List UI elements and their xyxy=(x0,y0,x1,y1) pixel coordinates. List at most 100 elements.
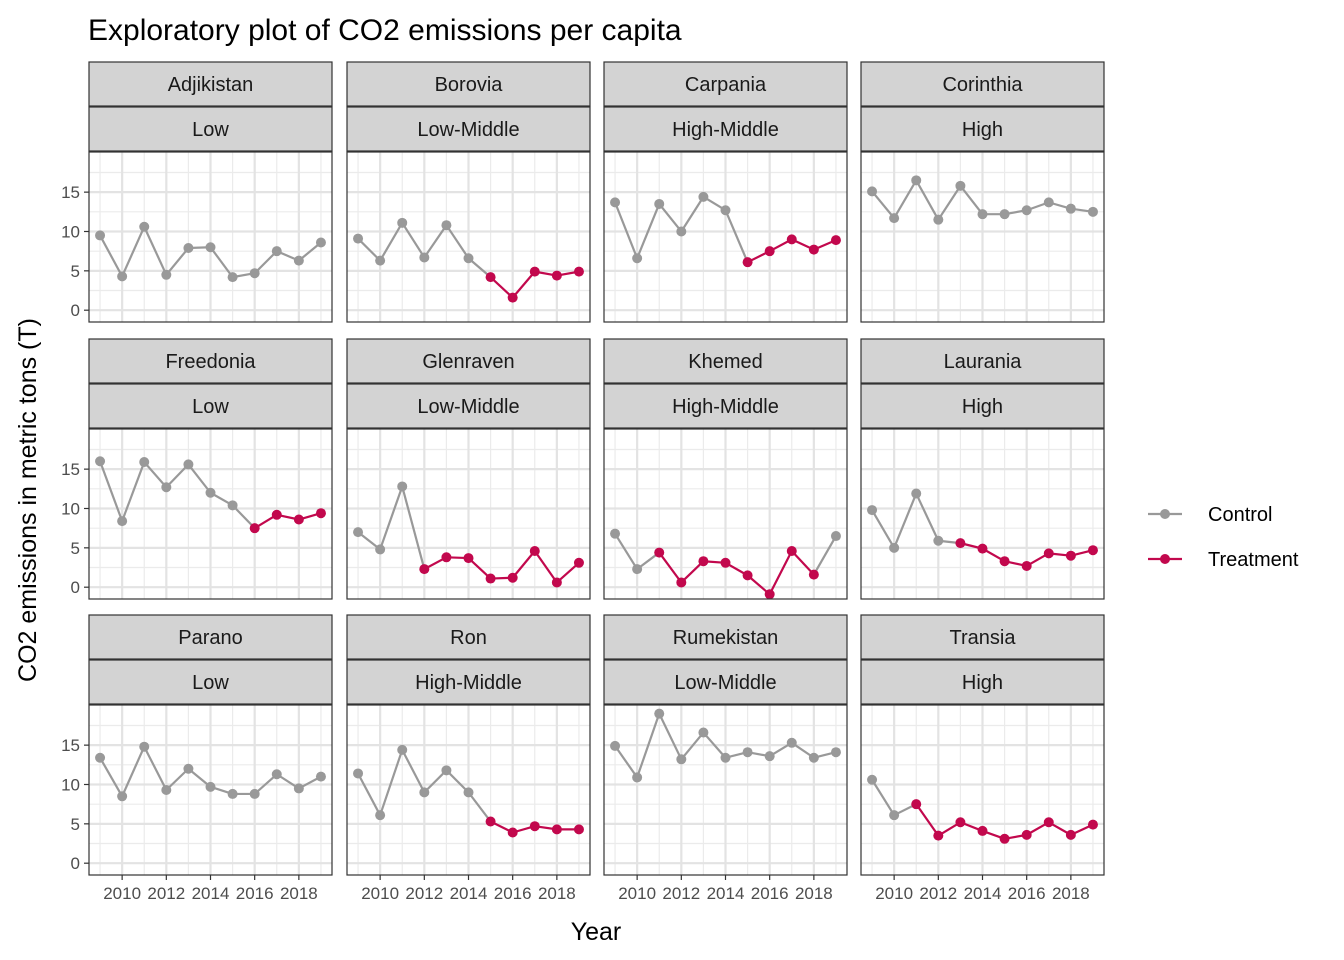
data-point xyxy=(977,543,988,554)
x-tick-label: 2016 xyxy=(1008,884,1046,903)
x-tick-label: 2014 xyxy=(707,884,745,903)
data-point xyxy=(249,268,260,279)
income-strip xyxy=(603,659,848,705)
data-point xyxy=(654,547,665,558)
x-tick-label: 2010 xyxy=(618,884,656,903)
series-segment xyxy=(680,731,705,761)
data-point xyxy=(441,765,452,776)
series-segment xyxy=(871,779,896,816)
series-segment xyxy=(143,461,168,488)
x-tick-label: 2018 xyxy=(1052,884,1090,903)
data-point xyxy=(911,799,922,810)
income-label: High-Middle xyxy=(672,396,779,418)
facet-panel: Glenraven Low-Middle xyxy=(346,338,591,600)
series-segment xyxy=(401,749,426,793)
data-point xyxy=(1087,545,1098,556)
legend-marker xyxy=(1160,509,1170,519)
income-strip xyxy=(346,383,591,429)
income-label: Low-Middle xyxy=(417,119,519,141)
data-point xyxy=(397,481,408,492)
data-point xyxy=(183,243,194,254)
data-point xyxy=(227,272,238,283)
series-segment xyxy=(636,203,661,259)
series-segment xyxy=(121,746,146,797)
y-tick-label: 15 xyxy=(61,736,80,755)
series-segment xyxy=(187,463,212,494)
series-segment xyxy=(379,749,404,816)
country-strip xyxy=(88,61,333,107)
data-point xyxy=(353,768,364,779)
series-segment xyxy=(871,509,896,549)
series-segment xyxy=(467,791,492,823)
data-point xyxy=(485,816,496,827)
series-segment xyxy=(165,767,190,791)
income-label: High xyxy=(962,396,1003,418)
country-label: Carpania xyxy=(685,74,767,96)
data-point xyxy=(889,810,900,821)
data-point xyxy=(271,509,282,520)
country-label: Parano xyxy=(178,627,243,649)
x-tick-label: 2018 xyxy=(795,884,833,903)
facet-panel: Freedonia Low 0 5 10 15 xyxy=(61,338,333,600)
data-point xyxy=(353,233,364,244)
x-tick-label: 2016 xyxy=(751,884,789,903)
data-point xyxy=(889,542,900,553)
series-segment xyxy=(121,461,146,522)
income-strip xyxy=(603,383,848,429)
series-segment xyxy=(937,185,962,221)
data-point xyxy=(654,708,665,719)
facet-panel: Ron High-Middle 2010 2012 2014 2016 2018 xyxy=(346,614,591,903)
facet-panel: Transia High 2010 2012 2014 2016 2018 xyxy=(860,614,1105,903)
panel-border xyxy=(603,151,848,323)
data-point xyxy=(227,788,238,799)
y-tick-label: 10 xyxy=(61,775,80,794)
data-point xyxy=(205,487,216,498)
data-point xyxy=(315,508,326,519)
country-strip xyxy=(346,61,591,107)
income-strip xyxy=(860,659,1105,705)
data-point xyxy=(911,175,922,186)
data-point xyxy=(161,269,172,280)
y-tick-label: 5 xyxy=(71,539,80,558)
country-label: Glenraven xyxy=(422,351,514,373)
data-point xyxy=(808,569,819,580)
data-point xyxy=(485,272,496,283)
data-point xyxy=(573,266,584,277)
data-point xyxy=(183,763,194,774)
series-segment xyxy=(636,713,661,778)
data-point xyxy=(632,772,643,783)
data-point xyxy=(867,186,878,197)
series-segment xyxy=(379,222,404,262)
y-tick-label: 5 xyxy=(71,262,80,281)
panel-border xyxy=(88,151,333,323)
income-label: Low xyxy=(192,119,229,141)
y-tick-label: 0 xyxy=(71,301,80,320)
data-point xyxy=(139,221,150,232)
x-tick-label: 2016 xyxy=(236,884,274,903)
legend-item: Treatment xyxy=(1148,549,1299,571)
series-segment xyxy=(357,772,382,816)
series-segment xyxy=(915,493,940,542)
data-point xyxy=(293,255,304,266)
data-point xyxy=(441,220,452,231)
country-label: Ron xyxy=(450,627,487,649)
data-point xyxy=(933,214,944,225)
income-label: High xyxy=(962,119,1003,141)
income-strip xyxy=(860,383,1105,429)
income-strip xyxy=(346,659,591,705)
data-point xyxy=(419,252,430,263)
data-point xyxy=(1043,548,1054,559)
income-strip xyxy=(603,106,848,152)
series-segment xyxy=(533,550,558,584)
income-strip xyxy=(88,383,333,429)
legend-item: Control xyxy=(1148,504,1272,526)
country-strip xyxy=(603,61,848,107)
data-point xyxy=(720,205,731,216)
data-point xyxy=(999,556,1010,567)
data-point xyxy=(889,213,900,224)
data-point xyxy=(610,528,621,539)
series-segment xyxy=(209,246,234,278)
data-point xyxy=(271,769,282,780)
data-point xyxy=(161,482,172,493)
